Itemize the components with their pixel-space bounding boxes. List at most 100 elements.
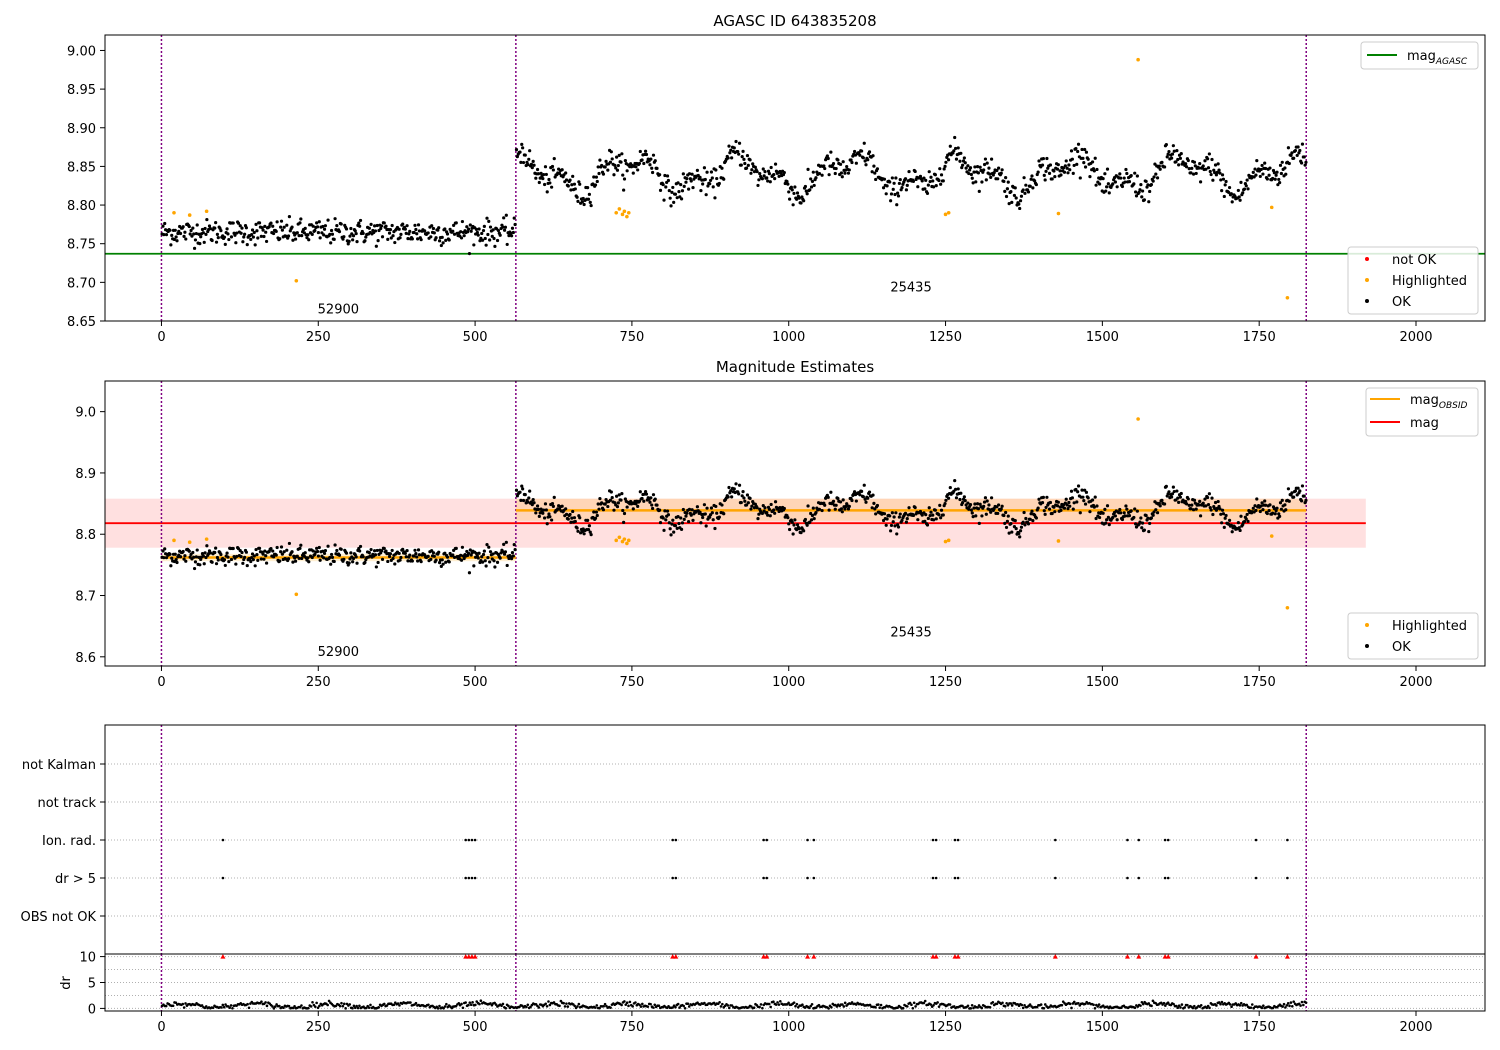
- magnitude-legend-bottom: Highlighted OK: [1347, 612, 1479, 660]
- dr-point: [174, 1001, 178, 1004]
- dr-point: [1249, 1006, 1253, 1009]
- ok-point: [467, 571, 472, 575]
- ok-point: [1148, 521, 1152, 526]
- dr-point: [1191, 1006, 1195, 1010]
- ok-point: [836, 158, 840, 162]
- ok-point: [173, 228, 177, 232]
- ok-point: [1292, 156, 1296, 160]
- ok-point: [161, 549, 165, 553]
- flag-event: [953, 876, 957, 880]
- ok-point: [911, 513, 916, 518]
- ok-point: [985, 161, 989, 165]
- dr-point: [365, 1006, 368, 1010]
- ok-point: [1187, 166, 1191, 171]
- ok-point: [1092, 169, 1096, 173]
- ok-point: [229, 235, 234, 239]
- ok-point: [251, 558, 256, 562]
- ok-point: [440, 235, 444, 239]
- ok-point: [967, 507, 971, 511]
- ok-point: [250, 232, 254, 237]
- ok-point: [934, 184, 938, 188]
- ok-point: [1263, 503, 1268, 507]
- ok-point: [1279, 507, 1283, 511]
- ok-point: [401, 547, 405, 551]
- ok-point: [182, 234, 186, 239]
- flag-event: [934, 838, 938, 842]
- ok-point: [937, 513, 941, 517]
- ok-point: [477, 227, 481, 231]
- ok-point: [946, 496, 951, 500]
- ok-point: [197, 232, 201, 236]
- flag-event: [221, 838, 225, 842]
- dr-point: [595, 1004, 599, 1007]
- ok-point: [643, 149, 648, 153]
- ok-point: [328, 232, 332, 236]
- ok-point: [982, 504, 986, 508]
- dr-point: [1147, 1002, 1151, 1005]
- ok-point: [539, 171, 543, 175]
- highlighted-point: [625, 214, 629, 219]
- ok-point: [728, 151, 732, 155]
- ok-point: [1002, 513, 1006, 518]
- ok-point: [838, 162, 843, 166]
- ok-point: [1276, 183, 1280, 187]
- legend-not-ok-marker: [1365, 257, 1369, 261]
- ok-point: [214, 546, 218, 550]
- legend-highlighted-label: Highlighted: [1392, 274, 1467, 289]
- ok-point: [793, 185, 797, 189]
- y-tick-label: 0: [88, 1002, 96, 1017]
- ok-point: [339, 547, 343, 551]
- dr-point: [246, 1002, 249, 1006]
- y-tick-label: 5: [88, 977, 96, 992]
- highlighted-point: [943, 212, 948, 217]
- ok-point: [634, 165, 638, 169]
- ok-point: [401, 222, 405, 226]
- ok-point: [275, 545, 279, 550]
- ok-point: [382, 221, 386, 225]
- highlighted-point: [1136, 57, 1140, 62]
- ok-point: [765, 511, 769, 515]
- dr-point: [759, 1003, 763, 1006]
- ok-point: [317, 545, 321, 550]
- ok-point: [1144, 179, 1148, 184]
- ok-point: [192, 232, 196, 236]
- flag-event: [467, 876, 471, 880]
- flag-event: [931, 876, 935, 880]
- dr-point: [623, 1000, 626, 1003]
- ok-point: [1237, 526, 1241, 530]
- dr-point: [1005, 1001, 1008, 1005]
- ok-point: [681, 507, 685, 512]
- ok-point: [451, 553, 455, 557]
- ok-point: [773, 511, 777, 515]
- ok-point: [1278, 514, 1282, 518]
- ok-point: [595, 513, 599, 518]
- ok-point: [1251, 506, 1255, 510]
- dr-point: [1288, 1004, 1291, 1008]
- dr-point: [526, 1003, 530, 1007]
- dr-point: [382, 1002, 386, 1006]
- ok-point: [313, 552, 317, 557]
- ok-point: [1179, 152, 1183, 156]
- ok-point: [169, 243, 173, 247]
- ok-point: [1238, 528, 1242, 533]
- ok-point: [814, 176, 818, 180]
- ok-point: [1066, 171, 1070, 175]
- ok-point: [498, 233, 502, 237]
- ok-point: [601, 172, 606, 176]
- ok-point: [1023, 191, 1027, 195]
- dr-point: [1162, 1001, 1166, 1005]
- ok-point: [1149, 516, 1154, 520]
- ok-point: [870, 170, 874, 174]
- ok-point: [1172, 489, 1176, 494]
- ok-point: [1090, 498, 1095, 502]
- ok-point: [578, 182, 582, 186]
- ok-point: [254, 547, 258, 552]
- ok-point: [1164, 143, 1168, 147]
- ok-point: [570, 183, 574, 187]
- ok-point: [1208, 169, 1212, 174]
- flag-event: [1163, 838, 1167, 842]
- dr-point: [970, 1003, 974, 1007]
- ok-point: [430, 224, 434, 228]
- dr-point: [356, 1006, 360, 1010]
- ok-point: [163, 221, 167, 226]
